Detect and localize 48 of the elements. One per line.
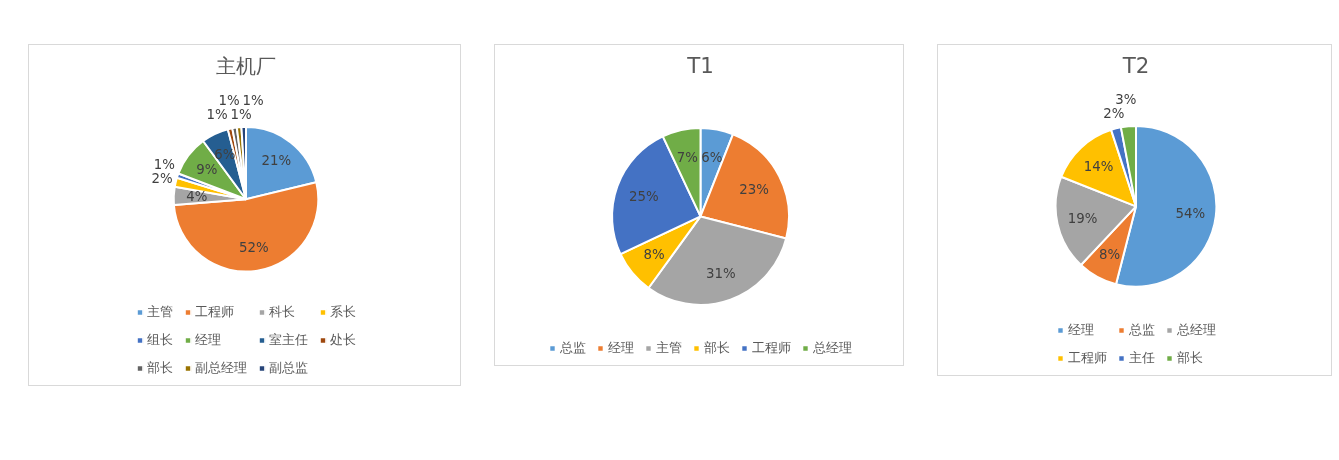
data-label: 1%	[206, 107, 228, 123]
data-label: 1%	[242, 93, 264, 109]
legend-label: 科长	[269, 303, 295, 321]
legend-label: 主管	[147, 303, 173, 321]
data-label: 4%	[186, 189, 208, 205]
legend-label: 总监	[560, 339, 586, 357]
legend-label: 部长	[1176, 349, 1203, 367]
data-label: 7%	[676, 150, 698, 166]
legend-label: 总经理	[1176, 321, 1216, 339]
legend-label: 经理	[1067, 321, 1094, 339]
legend-label: 部长	[704, 339, 730, 357]
data-label: 2%	[151, 171, 173, 187]
data-label: 9%	[196, 161, 218, 177]
data-label: 1%	[230, 107, 252, 123]
data-label: 25%	[629, 188, 659, 204]
legend-label: 组长	[147, 331, 173, 349]
legend-label: 室主任	[269, 331, 308, 349]
legend-label: 主任	[1128, 349, 1155, 367]
legend-label: 副总监	[269, 359, 308, 377]
legend-label: 部长	[147, 359, 173, 377]
data-label: 2%	[1103, 106, 1125, 122]
data-label: 52%	[238, 240, 269, 256]
legend-label: 处长	[330, 331, 356, 349]
chart-title: T2	[1121, 52, 1150, 78]
data-label: 8%	[643, 247, 665, 263]
legend-label: 工程师	[195, 303, 234, 321]
data-label: 8%	[1099, 246, 1121, 262]
legend-label: 经理	[608, 339, 634, 357]
legend-label: 系长	[330, 303, 356, 321]
legend-label: 总经理	[813, 339, 852, 357]
legend-label: 工程师	[1067, 349, 1107, 367]
data-label: 14%	[1083, 158, 1114, 174]
data-label: 1%	[218, 93, 240, 109]
data-label: 54%	[1175, 205, 1206, 221]
chart-title: T1	[686, 52, 714, 78]
data-label: 21%	[261, 153, 292, 169]
legend-label: 经理	[195, 331, 221, 349]
data-label: 3%	[1115, 92, 1137, 108]
legend-label: 副总经理	[195, 359, 247, 377]
legend-label: 主管	[656, 339, 682, 357]
data-label: 31%	[706, 265, 736, 281]
chart-title: 主机厂	[216, 53, 276, 78]
legend-label: 总监	[1128, 321, 1155, 339]
legend-label: 工程师	[752, 339, 791, 357]
data-label: 6%	[701, 149, 723, 165]
data-label: 1%	[153, 157, 175, 173]
data-label: 23%	[739, 181, 769, 197]
data-label: 19%	[1067, 210, 1098, 226]
